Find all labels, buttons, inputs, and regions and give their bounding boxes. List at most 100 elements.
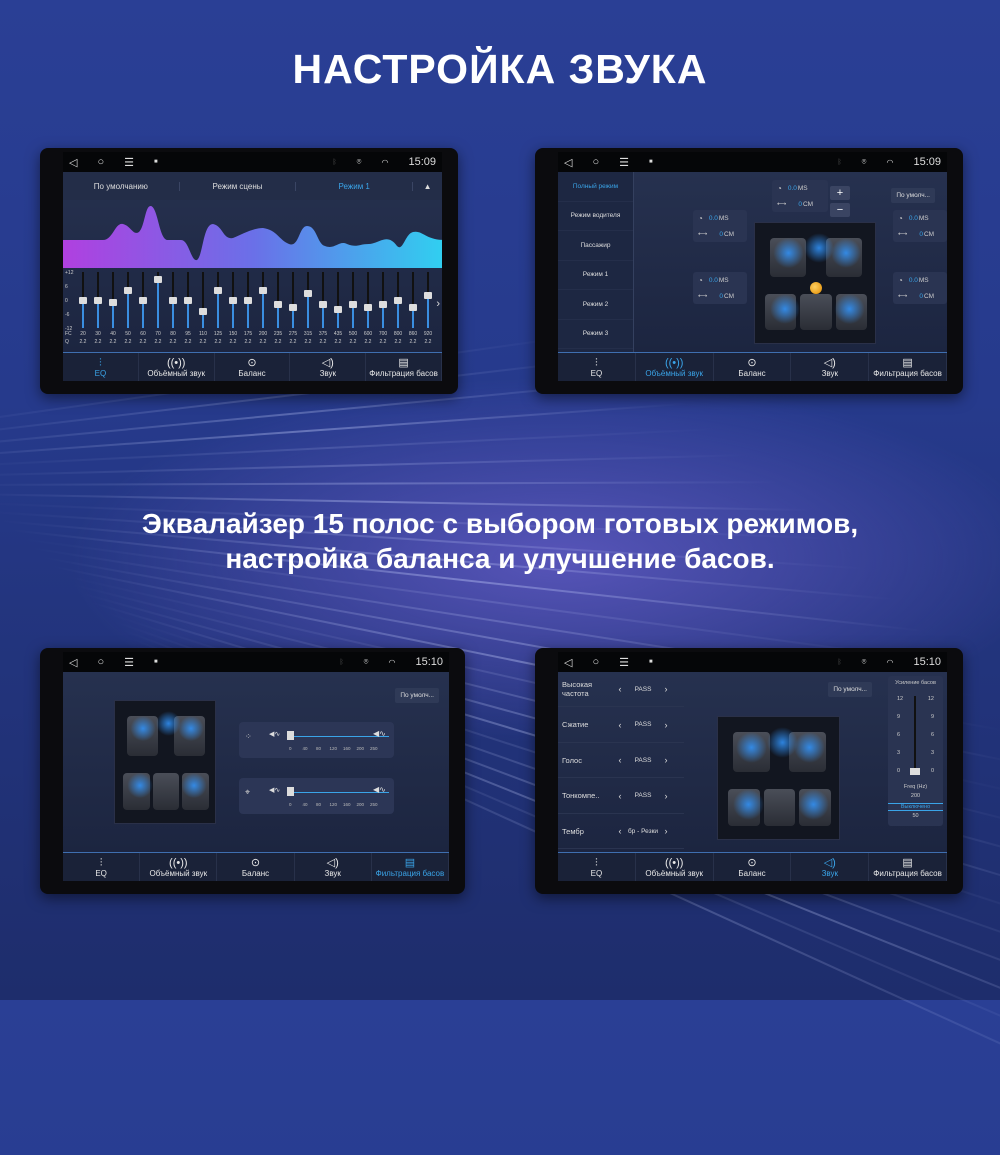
tab-5[interactable]: ▤ Фильтрация басов	[372, 853, 449, 881]
back-icon[interactable]: ◁	[69, 656, 78, 669]
eq-band-slider[interactable]	[229, 272, 237, 328]
slider-knob[interactable]	[94, 296, 102, 304]
slider-knob[interactable]	[184, 296, 192, 304]
tab-5[interactable]: ▤ Фильтрация басов	[869, 853, 947, 881]
freq-option[interactable]: Выключено	[888, 803, 943, 811]
next-arrow-icon[interactable]: ›	[664, 719, 668, 730]
plus-button[interactable]: +	[830, 186, 850, 200]
tab-2[interactable]: ((•)) Объёмный звук	[636, 853, 714, 881]
default-button[interactable]: По умолч...	[828, 682, 872, 697]
tab-3[interactable]: ⊙ Баланс	[215, 353, 291, 381]
slider-knob[interactable]	[394, 296, 402, 304]
tab-5[interactable]: ▤ Фильтрация басов	[869, 353, 947, 381]
surround-mode-item[interactable]: Режим 2	[558, 290, 633, 320]
slider-knob[interactable]	[349, 301, 357, 309]
tab-3[interactable]: ⊙ Баланс	[714, 353, 792, 381]
home-icon[interactable]: ○	[97, 656, 105, 668]
mode-default[interactable]: По умолчанию	[63, 181, 180, 191]
home-icon[interactable]: ○	[592, 156, 600, 168]
slider-knob[interactable]	[109, 298, 117, 306]
prev-arrow-icon[interactable]: ‹	[618, 684, 622, 694]
menu-icon[interactable]: ☰	[619, 156, 629, 169]
slider-knob[interactable]	[79, 296, 87, 304]
slider-knob[interactable]	[199, 308, 207, 316]
eq-band-slider[interactable]	[274, 272, 282, 328]
surround-mode-item[interactable]: Режим водителя	[558, 202, 633, 231]
eq-band-slider[interactable]	[259, 272, 267, 328]
next-arrow-icon[interactable]: ›	[664, 755, 668, 765]
surround-mode-item[interactable]: Полный режим	[558, 172, 633, 202]
eq-band-slider[interactable]	[79, 272, 87, 328]
menu-icon[interactable]: ☰	[124, 156, 134, 169]
delay-box[interactable]: ◔ 0.0 MS ⟷ 0 CM	[893, 272, 947, 304]
slider-knob[interactable]	[364, 303, 372, 311]
home-icon[interactable]: ○	[592, 656, 600, 668]
delay-box[interactable]: ◔ 0.0 MS ⟷ 0 CM	[693, 272, 747, 304]
slider-knob[interactable]	[409, 303, 417, 311]
tab-4[interactable]: ◁) Звук	[791, 353, 870, 381]
surround-mode-item[interactable]: Пассажир	[558, 231, 633, 261]
back-icon[interactable]: ◁	[564, 656, 573, 669]
slider-knob[interactable]	[214, 287, 222, 295]
slider-knob[interactable]	[287, 731, 294, 740]
eq-band-slider[interactable]	[154, 272, 162, 328]
menu-icon[interactable]: ☰	[619, 656, 629, 669]
back-icon[interactable]: ◁	[69, 156, 78, 169]
home-icon[interactable]: ○	[97, 156, 105, 168]
slider-knob[interactable]	[229, 296, 237, 304]
prev-arrow-icon[interactable]: ‹	[618, 719, 622, 730]
tab-3[interactable]: ⊙ Баланс	[714, 853, 792, 881]
eq-band-slider[interactable]	[139, 272, 147, 328]
subwoofer-slider-panel[interactable]: ⁘ ◀∿ ◀∿ 0 40 80 120 160 200 250	[239, 722, 394, 758]
eq-band-slider[interactable]	[124, 272, 132, 328]
slider-knob[interactable]	[319, 301, 327, 309]
slider-knob[interactable]	[379, 301, 387, 309]
slider-knob[interactable]	[154, 275, 162, 283]
eq-band-slider[interactable]	[169, 272, 177, 328]
tab-5[interactable]: ▤ Фильтрация басов	[366, 353, 442, 381]
eq-band-slider[interactable]	[319, 272, 327, 328]
slider-knob[interactable]	[274, 301, 282, 309]
back-icon[interactable]: ◁	[564, 156, 573, 169]
slider-knob[interactable]	[334, 305, 342, 313]
next-arrow-icon[interactable]: ›	[664, 826, 668, 836]
eq-band-slider[interactable]	[334, 272, 342, 328]
tab-1[interactable]: ⫶ EQ	[558, 853, 636, 881]
eq-band-slider[interactable]	[304, 272, 312, 328]
slider-knob[interactable]	[287, 787, 294, 796]
prev-arrow-icon[interactable]: ‹	[618, 755, 622, 765]
eq-band-slider[interactable]	[214, 272, 222, 328]
next-arrow-icon[interactable]: ›	[664, 790, 668, 801]
slider-knob[interactable]	[289, 303, 297, 311]
next-arrow-icon[interactable]: ›	[664, 684, 668, 694]
slider-knob[interactable]	[244, 296, 252, 304]
slider-knob[interactable]	[424, 291, 432, 299]
slider-knob[interactable]	[304, 289, 312, 297]
tab-1[interactable]: ⫶ EQ	[63, 853, 141, 881]
tab-4[interactable]: ◁) Звук	[290, 353, 367, 381]
next-page-arrow-icon[interactable]: ›	[436, 298, 440, 310]
bass-slider-knob[interactable]	[910, 768, 920, 775]
slider-knob[interactable]	[139, 296, 147, 304]
tab-2[interactable]: ((•)) Объёмный звук	[636, 353, 714, 381]
freq-option[interactable]: 200	[910, 793, 921, 799]
default-button[interactable]: По умолч...	[395, 688, 439, 703]
eq-band-slider[interactable]	[349, 272, 357, 328]
tab-3[interactable]: ⊙ Баланс	[217, 853, 295, 881]
minus-button[interactable]: −	[830, 203, 850, 217]
delay-box[interactable]: ◔ 0.0 MS ⟷ 0 CM	[893, 210, 947, 242]
tab-2[interactable]: ((•)) Объёмный звук	[140, 853, 218, 881]
slider-knob[interactable]	[169, 296, 177, 304]
slider-knob[interactable]	[124, 287, 132, 295]
surround-mode-item[interactable]: Режим 1	[558, 261, 633, 290]
surround-mode-item[interactable]: Режим 3	[558, 320, 633, 349]
eq-band-slider[interactable]	[379, 272, 387, 328]
eq-band-slider[interactable]	[364, 272, 372, 328]
mode-1[interactable]: Режим 1	[296, 181, 414, 191]
tab-1[interactable]: ⫶ EQ	[558, 353, 636, 381]
center-slider-panel[interactable]: ⌖ ◀∿ ◀∿ 0 40 80 120 160 200 250	[239, 778, 394, 814]
menu-icon[interactable]: ☰	[124, 656, 134, 669]
eq-band-slider[interactable]	[199, 272, 207, 328]
prev-arrow-icon[interactable]: ‹	[618, 826, 622, 836]
eq-band-slider[interactable]	[94, 272, 102, 328]
